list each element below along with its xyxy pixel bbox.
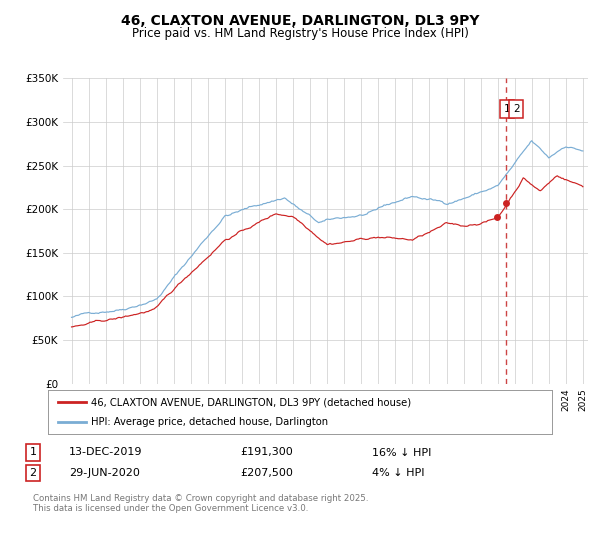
- Text: 46, CLAXTON AVENUE, DARLINGTON, DL3 9PY: 46, CLAXTON AVENUE, DARLINGTON, DL3 9PY: [121, 14, 479, 28]
- Text: 46, CLAXTON AVENUE, DARLINGTON, DL3 9PY (detached house): 46, CLAXTON AVENUE, DARLINGTON, DL3 9PY …: [91, 397, 411, 407]
- Text: 29-JUN-2020: 29-JUN-2020: [69, 468, 140, 478]
- Text: Contains HM Land Registry data © Crown copyright and database right 2025.
This d: Contains HM Land Registry data © Crown c…: [33, 494, 368, 514]
- Text: 2: 2: [29, 468, 37, 478]
- Text: 1: 1: [29, 447, 37, 458]
- Text: HPI: Average price, detached house, Darlington: HPI: Average price, detached house, Darl…: [91, 417, 328, 427]
- Text: £191,300: £191,300: [240, 447, 293, 458]
- Text: £207,500: £207,500: [240, 468, 293, 478]
- Text: 2: 2: [513, 104, 520, 114]
- Text: 13-DEC-2019: 13-DEC-2019: [69, 447, 143, 458]
- Text: 16% ↓ HPI: 16% ↓ HPI: [372, 447, 431, 458]
- Text: Price paid vs. HM Land Registry's House Price Index (HPI): Price paid vs. HM Land Registry's House …: [131, 27, 469, 40]
- Text: 1: 1: [504, 104, 511, 114]
- Text: 4% ↓ HPI: 4% ↓ HPI: [372, 468, 425, 478]
